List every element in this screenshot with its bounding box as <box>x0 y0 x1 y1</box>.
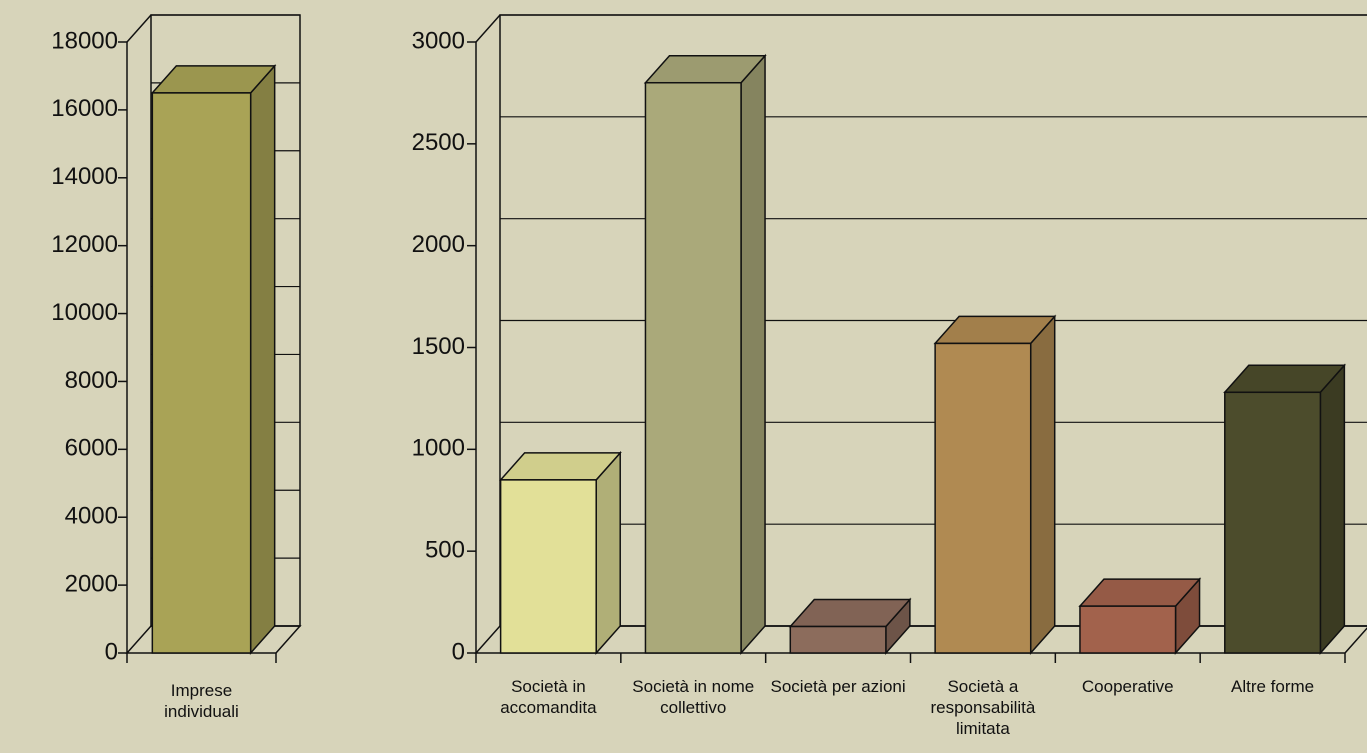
bar <box>789 625 887 654</box>
x-tick-label: Cooperative <box>1081 677 1174 696</box>
y-tick-label: 1000 <box>412 435 465 462</box>
bar <box>499 479 597 654</box>
side-wall-edge <box>475 14 501 43</box>
x-tick-label: Società a responsabilità limitata <box>930 677 1036 738</box>
bar-side <box>1029 314 1056 655</box>
x-tick-label: Altre forme <box>1231 677 1315 696</box>
bar <box>644 81 742 654</box>
y-tick-label: 3000 <box>412 27 465 54</box>
bar-side <box>740 53 766 655</box>
bar <box>1079 605 1177 654</box>
y-tick-label: 14000 <box>51 163 118 190</box>
y-tick-label: 10000 <box>51 299 118 326</box>
x-tick-label: Imprese individuali <box>164 681 239 721</box>
bar <box>151 92 252 654</box>
x-tick-label: Società in accomandita <box>500 677 597 717</box>
y-tick-label: 4000 <box>65 503 118 530</box>
y-tick-label: 2000 <box>412 231 465 258</box>
y-tick-label: 12000 <box>51 231 118 258</box>
y-tick-label: 18000 <box>51 27 118 54</box>
bar-side <box>595 450 621 655</box>
bar-side <box>1319 363 1346 655</box>
y-tick-label: 8000 <box>65 367 118 394</box>
y-tick-label: 0 <box>452 638 465 665</box>
y-tick-label: 500 <box>425 537 465 564</box>
bar <box>934 342 1032 654</box>
y-tick-label: 1500 <box>412 333 465 360</box>
x-tick-label: Società per azioni <box>770 677 906 696</box>
y-tick-label: 16000 <box>51 95 118 122</box>
y-tick-label: 2500 <box>412 129 465 156</box>
y-tick-label: 2000 <box>65 570 118 597</box>
bar <box>1224 391 1322 654</box>
bar-side <box>249 63 276 655</box>
side-wall-edge <box>126 14 152 43</box>
y-tick-label: 6000 <box>65 435 118 462</box>
x-tick-label: Società in nome collettivo <box>632 677 755 717</box>
y-tick-label: 0 <box>105 638 118 665</box>
